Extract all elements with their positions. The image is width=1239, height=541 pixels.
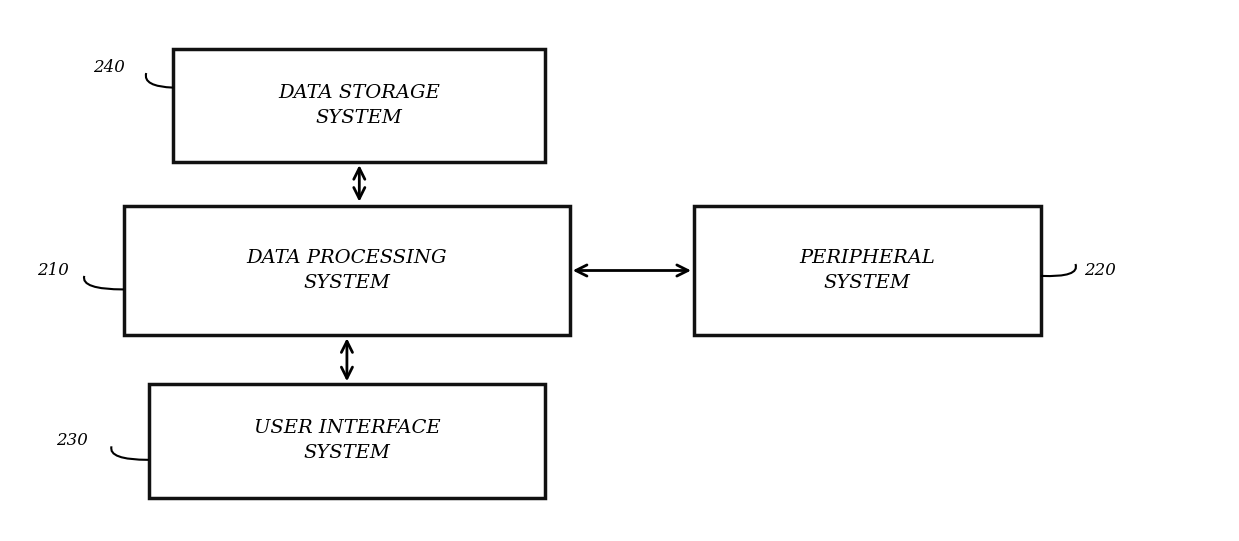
Text: 230: 230 xyxy=(56,432,88,450)
Text: DATA STORAGE
SYSTEM: DATA STORAGE SYSTEM xyxy=(279,84,440,127)
Bar xyxy=(694,206,1041,335)
Text: 210: 210 xyxy=(37,262,69,279)
Text: 240: 240 xyxy=(93,59,125,76)
Text: 220: 220 xyxy=(1084,262,1116,279)
Bar xyxy=(124,206,570,335)
Text: DATA PROCESSING
SYSTEM: DATA PROCESSING SYSTEM xyxy=(247,249,447,292)
Text: PERIPHERAL
SYSTEM: PERIPHERAL SYSTEM xyxy=(799,249,935,292)
Text: USER INTERFACE
SYSTEM: USER INTERFACE SYSTEM xyxy=(254,419,440,463)
Bar xyxy=(149,384,545,498)
Bar xyxy=(173,49,545,162)
